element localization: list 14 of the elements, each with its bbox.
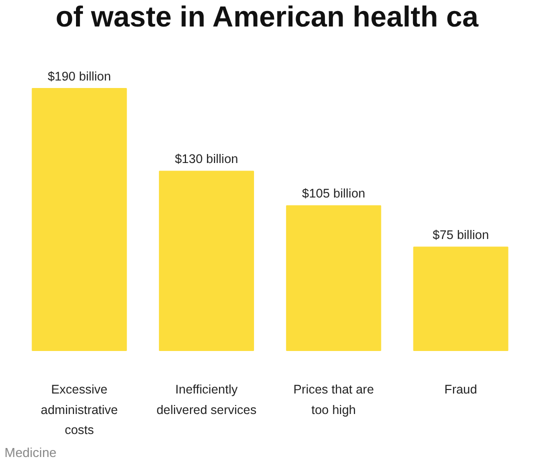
text: Medicine	[4, 445, 57, 460]
data-label: $75 billion	[432, 228, 489, 242]
data-label: $190 billion	[48, 70, 111, 84]
bar	[32, 88, 127, 351]
x-tick-label: Excessive administrative costs	[40, 382, 118, 438]
bar	[158, 170, 254, 351]
bar	[413, 246, 508, 351]
data-label: $130 billion	[174, 152, 238, 166]
x-tick-label: Fraud	[444, 382, 478, 396]
data-label: $105 billion	[302, 186, 366, 201]
chart-title: of waste in American health ca	[56, 2, 480, 34]
x-tick-label: Prices that are too high	[293, 382, 374, 417]
x-tick-label: Inefficiently delivered services	[156, 382, 256, 417]
bar	[286, 205, 382, 351]
